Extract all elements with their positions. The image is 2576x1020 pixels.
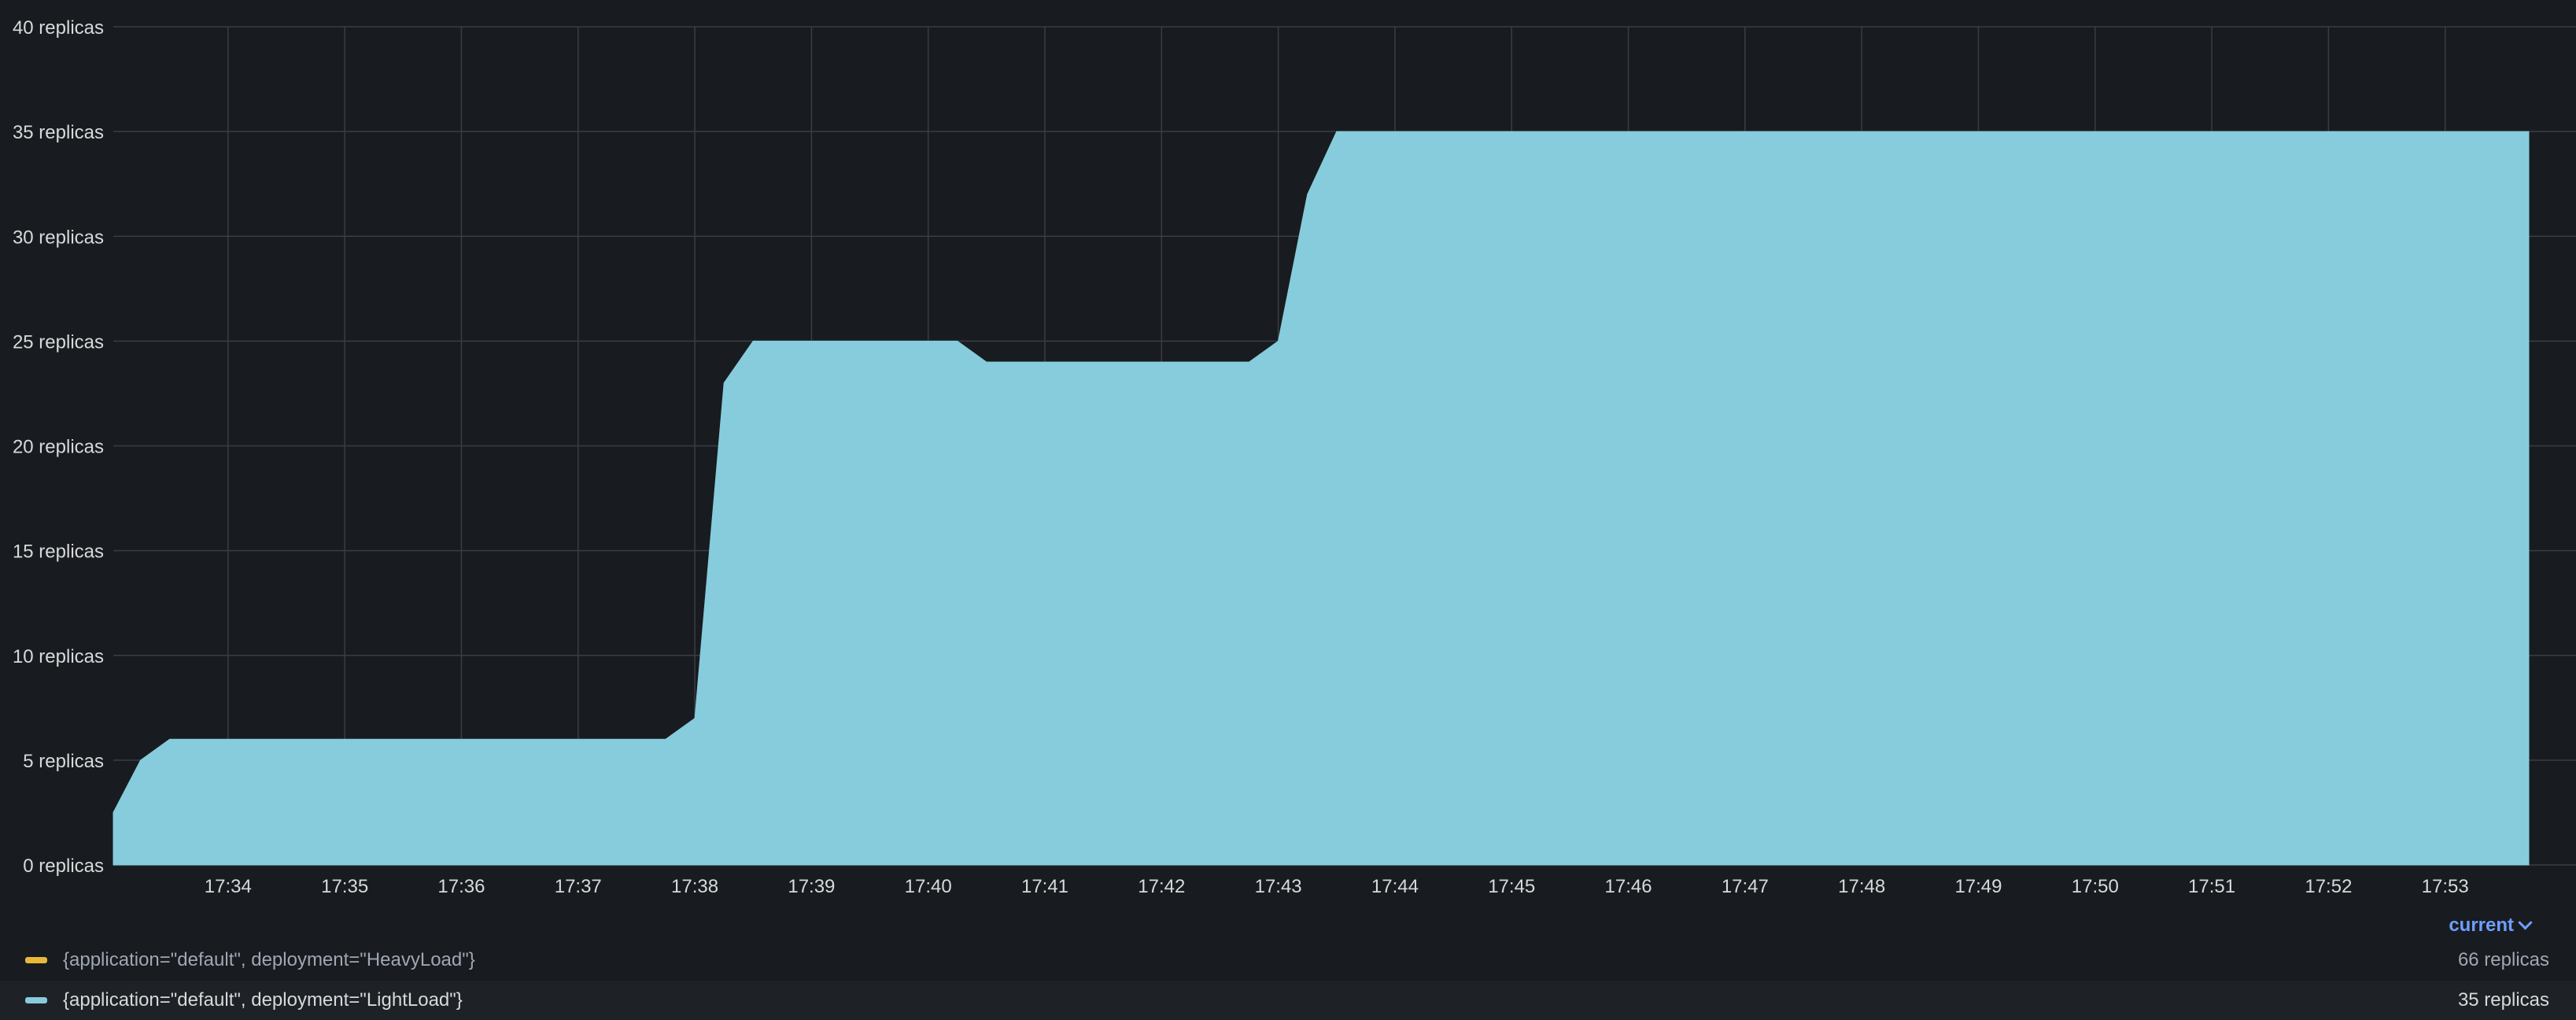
y-tick-label: 15 replicas [13,541,104,563]
chevron-down-icon [2518,915,2533,929]
x-tick-label: 17:45 [1488,876,1535,897]
x-tick-label: 17:42 [1138,876,1185,897]
x-tick-label: 17:34 [205,876,252,897]
y-tick-label: 25 replicas [13,331,104,353]
legend-item-label: {application="default", deployment="Ligh… [63,989,463,1011]
y-tick-label: 20 replicas [13,437,104,458]
y-tick-label: 10 replicas [13,646,104,667]
x-tick-label: 17:47 [1722,876,1769,897]
x-tick-label: 17:46 [1605,876,1652,897]
x-tick-label: 17:49 [1954,876,2002,897]
x-tick-label: 17:35 [321,876,368,897]
y-tick-label: 0 replicas [23,856,104,877]
x-tick-label: 17:40 [905,876,952,897]
x-tick-label: 17:50 [2072,876,2119,897]
x-tick-label: 17:52 [2305,876,2352,897]
legend-item-value: 66 replicas [2457,949,2549,970]
x-tick-label: 17:41 [1021,876,1068,897]
y-tick-label: 35 replicas [13,122,104,143]
y-tick-label: 30 replicas [13,227,104,248]
legend-item-lightload[interactable]: {application="default", deployment="Ligh… [0,981,2576,1020]
series-area-lightload [113,131,2530,866]
y-tick-label: 40 replicas [13,17,104,39]
x-tick-label: 17:38 [671,876,718,897]
chart-area[interactable]: 0 replicas 5 replicas 10 replicas 15 replic… [0,0,2576,905]
series-color-swatch [25,957,47,963]
x-tick-label: 17:43 [1255,876,1302,897]
legend-item-value: 35 replicas [2457,989,2549,1011]
y-tick-label: 5 replicas [23,751,104,772]
legend-header-label: current [2449,915,2514,936]
x-tick-label: 17:48 [1838,876,1885,897]
x-tick-label: 17:37 [555,876,602,897]
x-tick-label: 17:39 [788,876,835,897]
series-color-swatch [25,997,47,1003]
x-tick-label: 17:36 [437,876,485,897]
legend-item-heavyload[interactable]: {application="default", deployment="Heav… [0,941,2576,980]
x-tick-label: 17:51 [2188,876,2235,897]
x-tick-label: 17:53 [2422,876,2469,897]
x-tick-label: 17:44 [1371,876,1419,897]
legend-sort-dropdown[interactable]: current [2449,911,2533,940]
legend-item-label: {application="default", deployment="Heav… [63,949,475,970]
